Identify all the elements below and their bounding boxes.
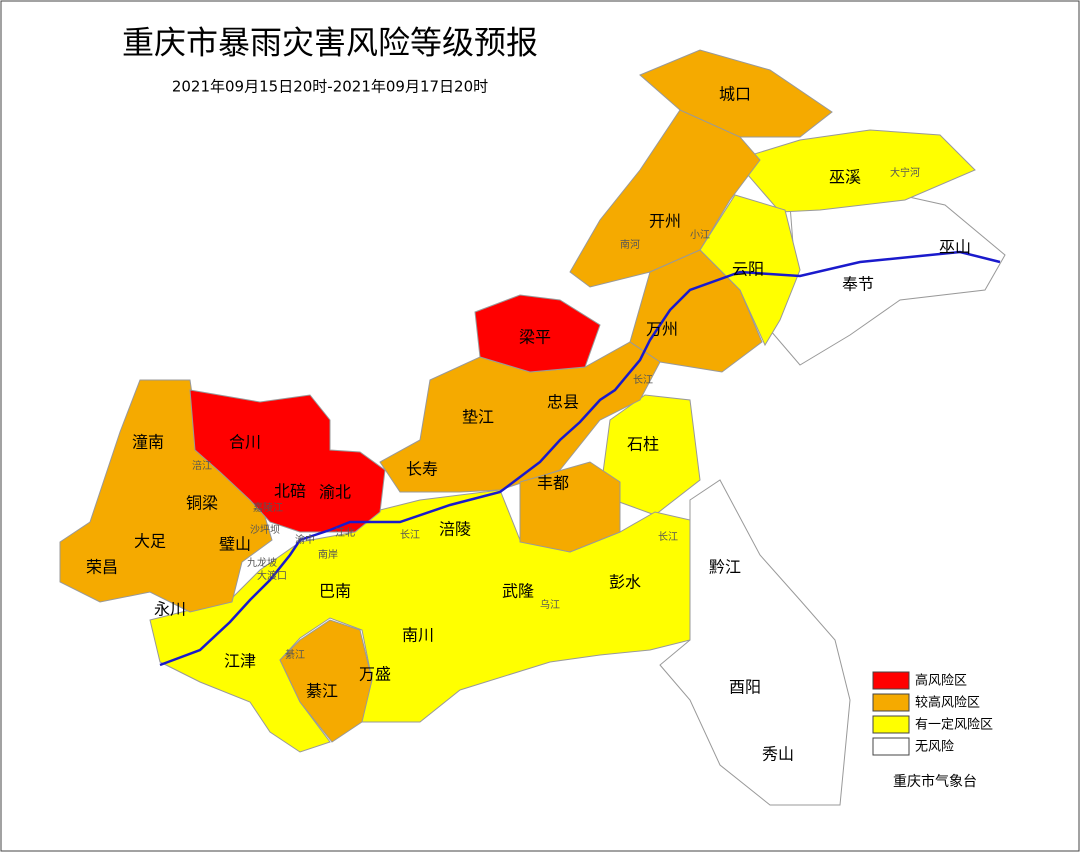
district-label: 万州 — [646, 320, 678, 339]
district-label: 合川 — [229, 433, 261, 452]
district-label: 忠县 — [547, 393, 579, 412]
district-label: 巫溪 — [829, 168, 861, 187]
district-label: 奉节 — [842, 275, 874, 294]
region — [149, 489, 691, 753]
district-label: 石柱 — [627, 435, 659, 454]
place-label: 大宁河 — [890, 166, 920, 179]
district-label: 开州 — [649, 212, 681, 231]
footer: 重庆市气象台 — [893, 773, 977, 790]
district-label: 万盛 — [359, 665, 391, 684]
district-label: 铜梁 — [186, 494, 218, 513]
district-label: 渝北 — [319, 483, 351, 502]
place-label: 长江 — [658, 531, 678, 543]
district-label: 江津 — [224, 652, 256, 671]
legend-label: 高风险区 — [915, 673, 967, 689]
region — [59, 379, 273, 613]
legend: 高风险区 较高风险区 有一定风险区 无风险 — [872, 671, 993, 756]
place-label: 乌江 — [540, 598, 560, 611]
place-label: 綦江 — [285, 648, 305, 661]
place-label: 涪江 — [192, 459, 212, 472]
district-label: 荣昌 — [86, 558, 118, 577]
place-label: 大渡口 — [257, 569, 287, 582]
district-label: 黔江 — [709, 558, 741, 577]
legend-swatch — [872, 693, 910, 712]
subtitle: 2021年09月15日20时-2021年09月17日20时 — [172, 78, 488, 96]
district-label: 垫江 — [462, 408, 494, 427]
region — [189, 389, 386, 533]
district-label: 北碚 — [274, 482, 306, 501]
legend-swatch — [872, 715, 910, 734]
district-label: 南川 — [402, 626, 434, 645]
district-label: 秀山 — [762, 745, 794, 764]
district-label: 彭水 — [609, 573, 641, 592]
title: 重庆市暴雨灾害风险等级预报 — [122, 24, 538, 62]
place-label: 嘉陵江 — [253, 501, 283, 514]
district-label: 城口 — [719, 85, 751, 104]
region — [734, 129, 976, 213]
place-label: 长江 — [400, 529, 420, 541]
district-label: 丰都 — [537, 474, 569, 493]
district-label: 涪陵 — [439, 520, 471, 539]
place-label: 沙坪坝 — [250, 523, 280, 536]
district-label: 巴南 — [319, 582, 351, 601]
legend-label: 无风险 — [915, 740, 954, 755]
legend-swatch — [872, 737, 910, 756]
place-label: 渝中 — [295, 533, 315, 546]
place-label: 南河 — [620, 238, 640, 251]
district-label: 綦江 — [306, 682, 338, 701]
district-label: 云阳 — [732, 260, 764, 279]
region — [659, 479, 851, 806]
region — [474, 294, 601, 373]
district-label: 梁平 — [519, 328, 551, 347]
district-label: 大足 — [134, 532, 166, 551]
place-label: 南岸 — [318, 548, 338, 561]
district-label: 永川 — [154, 600, 186, 619]
legend-label: 有一定风险区 — [915, 718, 993, 733]
place-label: 长江 — [633, 374, 653, 386]
district-label: 璧山 — [219, 535, 251, 554]
place-label: 九龙坡 — [247, 556, 277, 569]
district-label: 长寿 — [406, 460, 438, 479]
region — [519, 461, 621, 553]
district-label: 武隆 — [502, 582, 534, 601]
legend-swatch — [872, 671, 910, 690]
district-label: 巫山 — [939, 238, 971, 257]
region — [279, 619, 373, 743]
place-label: 江北 — [335, 527, 355, 539]
legend-label: 较高风险区 — [915, 695, 980, 711]
river — [159, 250, 1001, 667]
district-label: 潼南 — [132, 433, 164, 452]
place-label: 小江 — [690, 229, 710, 241]
district-label: 酉阳 — [729, 678, 761, 697]
